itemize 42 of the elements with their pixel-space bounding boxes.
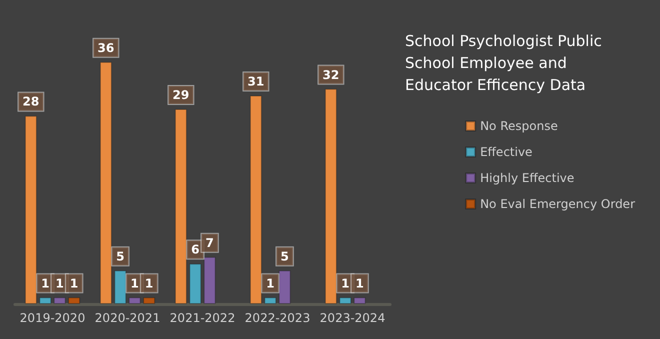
data-label: 1 <box>144 276 154 290</box>
data-label: 1 <box>356 276 364 290</box>
x-tick-label: 2021-2022 <box>170 311 236 325</box>
bar <box>143 297 156 304</box>
bar <box>174 108 187 304</box>
bar <box>264 297 276 304</box>
bar <box>324 88 337 304</box>
legend-label: Highly Effective <box>480 171 574 185</box>
legend-label: No Eval Emergency Order <box>480 197 636 211</box>
bar <box>250 96 262 304</box>
x-tick-label: 2019-2020 <box>20 311 86 325</box>
x-tick-label: 2020-2021 <box>94 311 160 325</box>
bar <box>189 264 202 304</box>
data-label: 1 <box>266 276 274 290</box>
legend-label: Effective <box>480 145 532 159</box>
data-label: 7 <box>206 236 214 250</box>
x-tick-label: 2023-2024 <box>320 311 386 325</box>
data-label: 5 <box>116 249 124 264</box>
bar <box>24 116 37 304</box>
data-label: 1 <box>341 276 350 290</box>
bar <box>54 297 66 304</box>
data-label: 36 <box>98 40 114 55</box>
data-label: 28 <box>22 94 40 109</box>
data-label: 1 <box>41 276 50 290</box>
data-label: 6 <box>191 242 200 257</box>
bar <box>128 297 141 304</box>
bar <box>39 297 52 304</box>
text: School Psychologist Public School Employee and Educator Efficency Data <box>405 32 607 94</box>
data-label: 32 <box>322 68 340 82</box>
data-label: 1 <box>70 276 78 290</box>
bar <box>354 297 366 304</box>
data-label: 1 <box>130 276 139 290</box>
legend-label: No Response <box>480 119 558 133</box>
bar <box>339 297 352 304</box>
bar <box>204 256 216 304</box>
x-tick-label: 2022-2023 <box>244 311 310 325</box>
bar <box>68 297 80 304</box>
data-label: 1 <box>56 276 64 290</box>
data-label: 31 <box>248 74 264 89</box>
bar <box>100 62 112 304</box>
data-label: 5 <box>280 249 289 264</box>
data-label: 29 <box>172 88 190 102</box>
